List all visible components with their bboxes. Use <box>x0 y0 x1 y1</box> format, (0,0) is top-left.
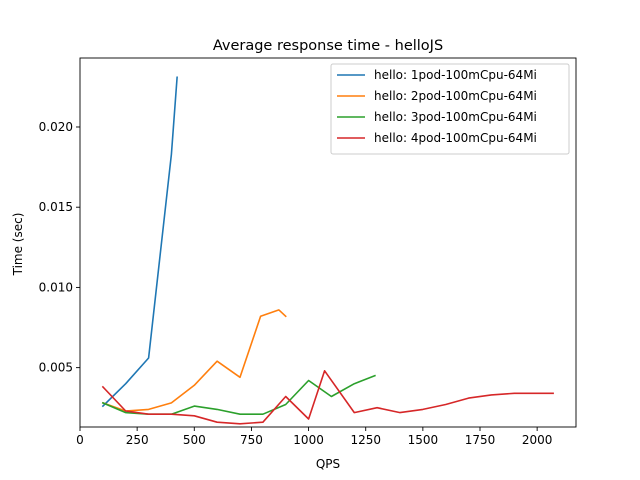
legend: hello: 1pod-100mCpu-64Mi hello: 2pod-100m… <box>330 63 570 155</box>
axes-layer: 0 250 500 750 1000 1250 1500 1750 2000 0.005 0.010… <box>39 57 577 447</box>
y-axis-label: Time (sec) <box>11 213 25 277</box>
legend-entry-label: hello: 4pod-100mCpu-64Mi <box>374 131 537 145</box>
chart-title: Average response time - helloJS <box>213 38 443 54</box>
x-tick-label: 1500 <box>408 433 439 447</box>
x-tick-label: 1250 <box>350 433 381 447</box>
y-tick-label: 0.010 <box>39 280 73 294</box>
x-axis-label: QPS <box>316 457 340 471</box>
legend-entry-label: hello: 1pod-100mCpu-64Mi <box>374 68 537 82</box>
axes-frame <box>79 57 577 428</box>
y-tick-label: 0.020 <box>39 120 73 134</box>
series-layer <box>101 76 554 425</box>
series-line-4pod <box>101 369 554 425</box>
series-line-2pod <box>101 309 287 412</box>
x-tick-label: 500 <box>183 433 206 447</box>
x-tick-label: 1000 <box>293 433 324 447</box>
series-line-1pod <box>101 76 178 408</box>
x-tick-label: 0 <box>76 433 84 447</box>
x-tick-label: 2000 <box>522 433 553 447</box>
y-tick-label: 0.015 <box>39 200 73 214</box>
x-tick-label: 750 <box>240 433 263 447</box>
legend-entry-label: hello: 2pod-100mCpu-64Mi <box>374 89 537 103</box>
legend-box <box>330 63 570 155</box>
legend-entry-label: hello: 3pod-100mCpu-64Mi <box>374 110 537 124</box>
y-tick-label: 0.005 <box>39 361 73 375</box>
x-tick-label: 1750 <box>465 433 496 447</box>
x-tick-label: 250 <box>126 433 149 447</box>
